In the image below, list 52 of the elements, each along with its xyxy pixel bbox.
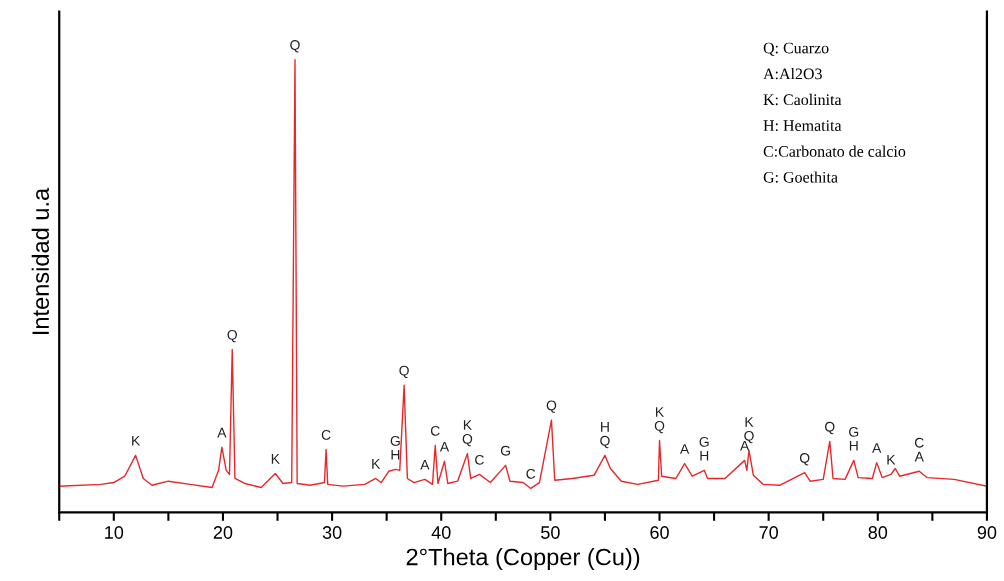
x-tick-label: 70	[759, 526, 778, 539]
annotation: H: Hematita	[763, 120, 842, 132]
annotation: H	[700, 450, 709, 461]
annotation: H	[849, 440, 858, 451]
annotation: Q	[399, 365, 409, 378]
annotation: Q	[654, 420, 665, 434]
annotation: K	[372, 459, 381, 469]
annotation: A	[872, 443, 882, 453]
annotation: A	[914, 451, 924, 462]
annotation: Q	[825, 421, 835, 435]
annotation: C	[914, 437, 924, 448]
x-axis-title: 2°Theta (Copper (Cu))	[406, 548, 640, 571]
x-tick-label: 50	[541, 526, 560, 539]
annotation: C	[475, 454, 484, 465]
x-tick-label: 80	[868, 526, 888, 539]
annotation: Q	[462, 434, 473, 447]
annotation: A:Al2O3	[763, 68, 822, 80]
annotation: Q	[290, 40, 300, 53]
annotation: G: Goethita	[763, 171, 838, 183]
x-tick-label: 20	[213, 526, 233, 539]
annotation: K	[887, 455, 896, 465]
x-tick-label: 10	[105, 526, 124, 539]
annotation: K	[745, 417, 754, 427]
annotation: C:Carbonato de calcio	[763, 145, 906, 157]
y-axis-title: Intensidad u.a	[31, 187, 50, 335]
annotation: G	[849, 426, 859, 437]
annotation: C	[321, 429, 331, 440]
annotation: C	[430, 425, 440, 436]
annotation: G	[390, 436, 400, 446]
annotation: G	[500, 445, 510, 456]
annotation: K	[132, 436, 141, 446]
annotation: H	[391, 450, 400, 460]
text: Q: Cuarzo	[763, 42, 829, 56]
annotation: Q	[227, 329, 237, 343]
annotation: A	[420, 460, 430, 470]
x-tick-label: 90	[977, 526, 997, 539]
annotation: K	[656, 407, 664, 417]
annotation: A	[439, 441, 450, 452]
annotation: Q	[799, 453, 810, 466]
annotation: K: Caolinita	[763, 93, 842, 106]
annotation: C	[526, 468, 536, 479]
annotation: Q	[546, 400, 557, 413]
annotation: A	[680, 444, 690, 454]
x-tick-label: 30	[322, 526, 342, 539]
annotation: H	[601, 422, 609, 432]
annotation: G	[699, 436, 709, 447]
annotation: K	[463, 420, 472, 430]
annotation: Q	[600, 435, 610, 449]
x-tick-label: 60	[650, 526, 669, 539]
annotation: K	[271, 454, 280, 464]
annotation: A	[217, 427, 227, 438]
x-tick-label: 40	[431, 526, 451, 539]
